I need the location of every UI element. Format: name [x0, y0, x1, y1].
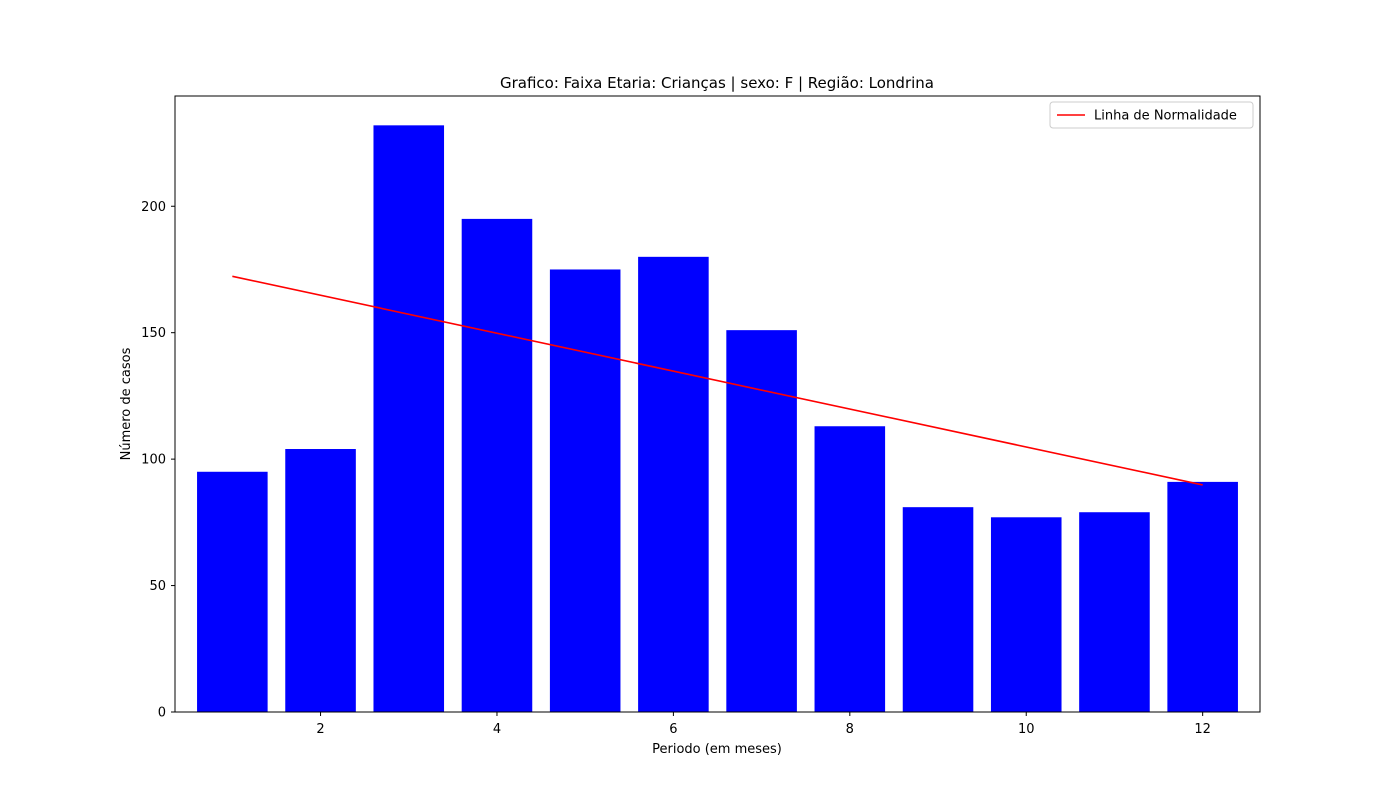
- legend: Linha de Normalidade: [1049, 101, 1254, 129]
- legend-label: Linha de Normalidade: [1094, 109, 1237, 124]
- x-tick-label: 2: [316, 722, 324, 737]
- bar-9: [902, 507, 974, 712]
- x-tick-label: 4: [493, 722, 501, 737]
- y-axis-label: Número de casos: [119, 347, 134, 460]
- bar-6: [638, 256, 709, 712]
- bar-11: [1079, 512, 1150, 712]
- chart-title: Grafico: Faixa Etaria: Crianças | sexo: …: [500, 74, 934, 92]
- bar-1: [197, 471, 268, 712]
- y-tick-label: 150: [141, 326, 166, 341]
- legend-box: [1049, 101, 1254, 129]
- y-tick-label: 100: [141, 453, 166, 468]
- bar-8: [814, 426, 886, 712]
- series-line-0: [232, 275, 1203, 486]
- y-tick-label: 200: [141, 200, 166, 215]
- x-axis-label: Periodo (em meses): [652, 742, 782, 757]
- y-axis: 0 50 100 150 200: [141, 200, 175, 721]
- x-tick-label: 12: [1194, 722, 1211, 737]
- bar-2: [285, 449, 356, 712]
- bar-4: [461, 218, 533, 712]
- x-tick-label: 10: [1018, 722, 1035, 737]
- y-tick-label: 0: [158, 706, 166, 721]
- x-axis: 2 4 6 8 10 12: [316, 712, 1211, 737]
- plot-frame: [174, 95, 1261, 713]
- bar-5: [549, 269, 621, 712]
- bar-7: [726, 330, 797, 712]
- x-tick-label: 8: [846, 722, 854, 737]
- bar-10: [990, 517, 1062, 712]
- bars-group: [197, 125, 1238, 713]
- bar-3: [373, 125, 445, 713]
- y-tick-label: 50: [149, 579, 166, 594]
- x-tick-label: 6: [669, 722, 677, 737]
- bar-12: [1167, 481, 1238, 712]
- lines-group: [232, 275, 1203, 486]
